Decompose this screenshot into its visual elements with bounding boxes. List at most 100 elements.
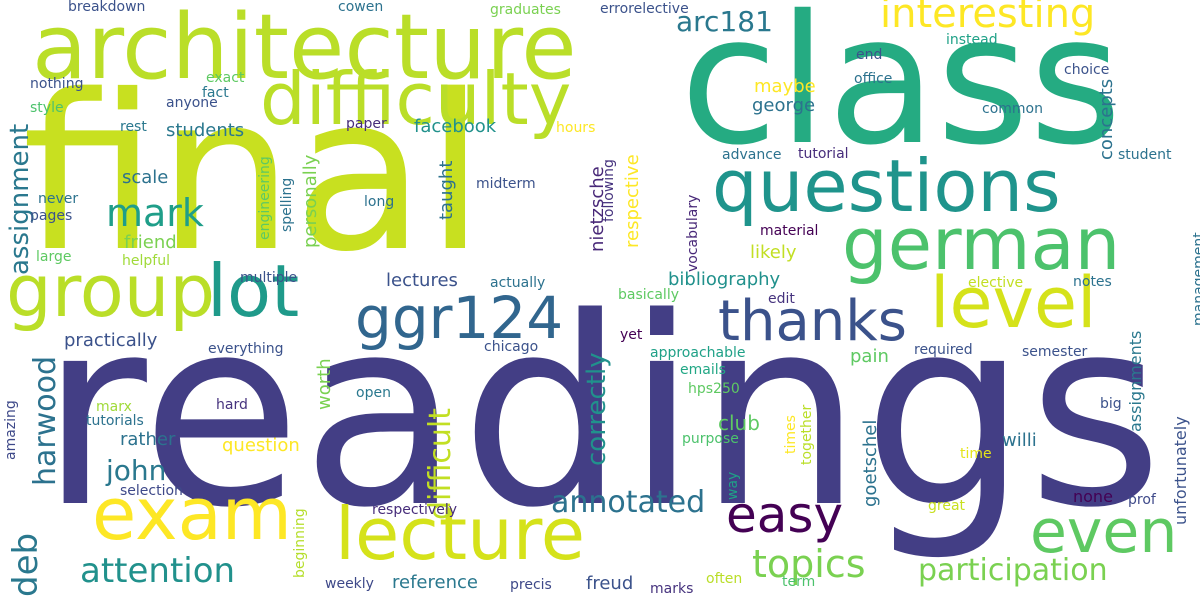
- word-german: german: [842, 202, 1121, 286]
- word-end: end: [856, 47, 883, 63]
- word-errorelective: errorelective: [600, 1, 689, 17]
- word-often: often: [706, 571, 743, 587]
- word-together: together: [799, 404, 815, 465]
- word-term: term: [782, 574, 816, 590]
- word-assignment: assignment: [5, 123, 35, 275]
- word-office: office: [854, 71, 893, 87]
- word-group: group: [6, 249, 216, 333]
- word-open: open: [356, 385, 391, 401]
- word-times: times: [783, 415, 799, 454]
- word-vocabulary: vocabulary: [685, 194, 701, 272]
- word-material: material: [760, 223, 819, 239]
- word-time: time: [960, 446, 992, 462]
- word-multiple: multiple: [240, 270, 298, 286]
- word-correctly: correctly: [582, 352, 612, 466]
- word-willi: willi: [1002, 430, 1037, 451]
- word-arc181: arc181: [676, 5, 773, 38]
- word-following: following: [601, 159, 617, 222]
- word-freud: freud: [586, 573, 634, 594]
- word-rest: rest: [120, 119, 147, 135]
- word-class: class: [680, 0, 1122, 184]
- word-advance: advance: [722, 147, 782, 163]
- word-goetschel: goetschel: [860, 419, 881, 507]
- word-weekly: weekly: [325, 576, 374, 592]
- word-tutorials: tutorials: [86, 413, 144, 429]
- word-breakdown: breakdown: [68, 0, 146, 15]
- word-paper: paper: [346, 116, 387, 132]
- word-never: never: [38, 191, 79, 207]
- word-great: great: [928, 498, 966, 514]
- word-elective: elective: [968, 275, 1024, 291]
- word-approachable: approachable: [650, 345, 746, 361]
- word-respective: respective: [622, 154, 643, 248]
- word-questions: questions: [712, 144, 1061, 228]
- word-hard: hard: [216, 397, 248, 413]
- word-hours: hours: [556, 120, 596, 136]
- word-bibliography: bibliography: [668, 269, 781, 290]
- word-helpful: helpful: [122, 253, 170, 269]
- word-concepts: concepts: [1096, 78, 1117, 160]
- word-selection: selection: [120, 483, 183, 499]
- word-participation: participation: [918, 553, 1108, 588]
- word-basically: basically: [618, 287, 679, 303]
- word-deb: deb: [6, 532, 46, 597]
- word-chicago: chicago: [484, 339, 539, 355]
- word-friend: friend: [124, 232, 177, 253]
- word-engineering: engineering: [257, 156, 273, 240]
- word-hps250: hps250: [688, 381, 740, 397]
- word-maybe: maybe: [754, 76, 816, 97]
- word-prof: prof: [1128, 492, 1156, 508]
- word-topics: topics: [752, 542, 866, 586]
- word-george: george: [752, 95, 816, 116]
- word-ggr124: ggr124: [355, 284, 564, 352]
- word-common: common: [982, 101, 1043, 117]
- word-exact: exact: [206, 70, 245, 86]
- word-interesting: interesting: [880, 0, 1096, 37]
- word-scale: scale: [122, 167, 169, 188]
- word-level: level: [930, 262, 1097, 344]
- word-pages: pages: [30, 208, 73, 224]
- word-none: none: [1073, 487, 1113, 506]
- word-lot: lot: [207, 249, 300, 333]
- word-rather: rather: [120, 429, 176, 450]
- word-spelling: spelling: [279, 177, 295, 232]
- word-john: john: [106, 454, 167, 487]
- word-cowen: cowen: [338, 0, 384, 15]
- word-tutorial: tutorial: [798, 146, 849, 162]
- word-practically: practically: [64, 330, 158, 351]
- word-way: way: [725, 471, 741, 500]
- word-easy: easy: [726, 486, 844, 544]
- word-fact: fact: [202, 85, 229, 101]
- word-semester: semester: [1022, 344, 1088, 360]
- word-taught: taught: [436, 160, 457, 220]
- word-club: club: [718, 411, 760, 435]
- word-respectively: respectively: [372, 502, 458, 518]
- word-marx: marx: [96, 399, 132, 415]
- word-even: even: [1030, 497, 1178, 567]
- word-notes: notes: [1073, 274, 1112, 290]
- word-personally: personally: [300, 154, 321, 248]
- word-question: question: [222, 435, 300, 456]
- word-midterm: midterm: [476, 176, 536, 192]
- word-assignments: assignments: [1126, 330, 1145, 432]
- word-students: students: [166, 120, 245, 141]
- word-likely: likely: [750, 242, 797, 263]
- word-student: student: [1118, 147, 1172, 163]
- word-actually: actually: [490, 275, 546, 291]
- word-management: management: [1191, 232, 1200, 326]
- word-precis: precis: [510, 577, 552, 593]
- word-annotated: annotated: [551, 485, 706, 520]
- word-difficulty: difficulty: [260, 57, 572, 141]
- word-worth: worth: [314, 358, 335, 410]
- word-style: style: [30, 100, 64, 116]
- word-big: big: [1100, 396, 1122, 412]
- word-everything: everything: [208, 341, 284, 357]
- word-required: required: [914, 342, 973, 358]
- word-readings: readings: [40, 263, 1164, 565]
- word-attention: attention: [80, 551, 236, 591]
- word-edit: edit: [768, 291, 795, 307]
- word-long: long: [364, 194, 395, 210]
- word-marks: marks: [650, 581, 694, 597]
- word-pain: pain: [850, 346, 889, 367]
